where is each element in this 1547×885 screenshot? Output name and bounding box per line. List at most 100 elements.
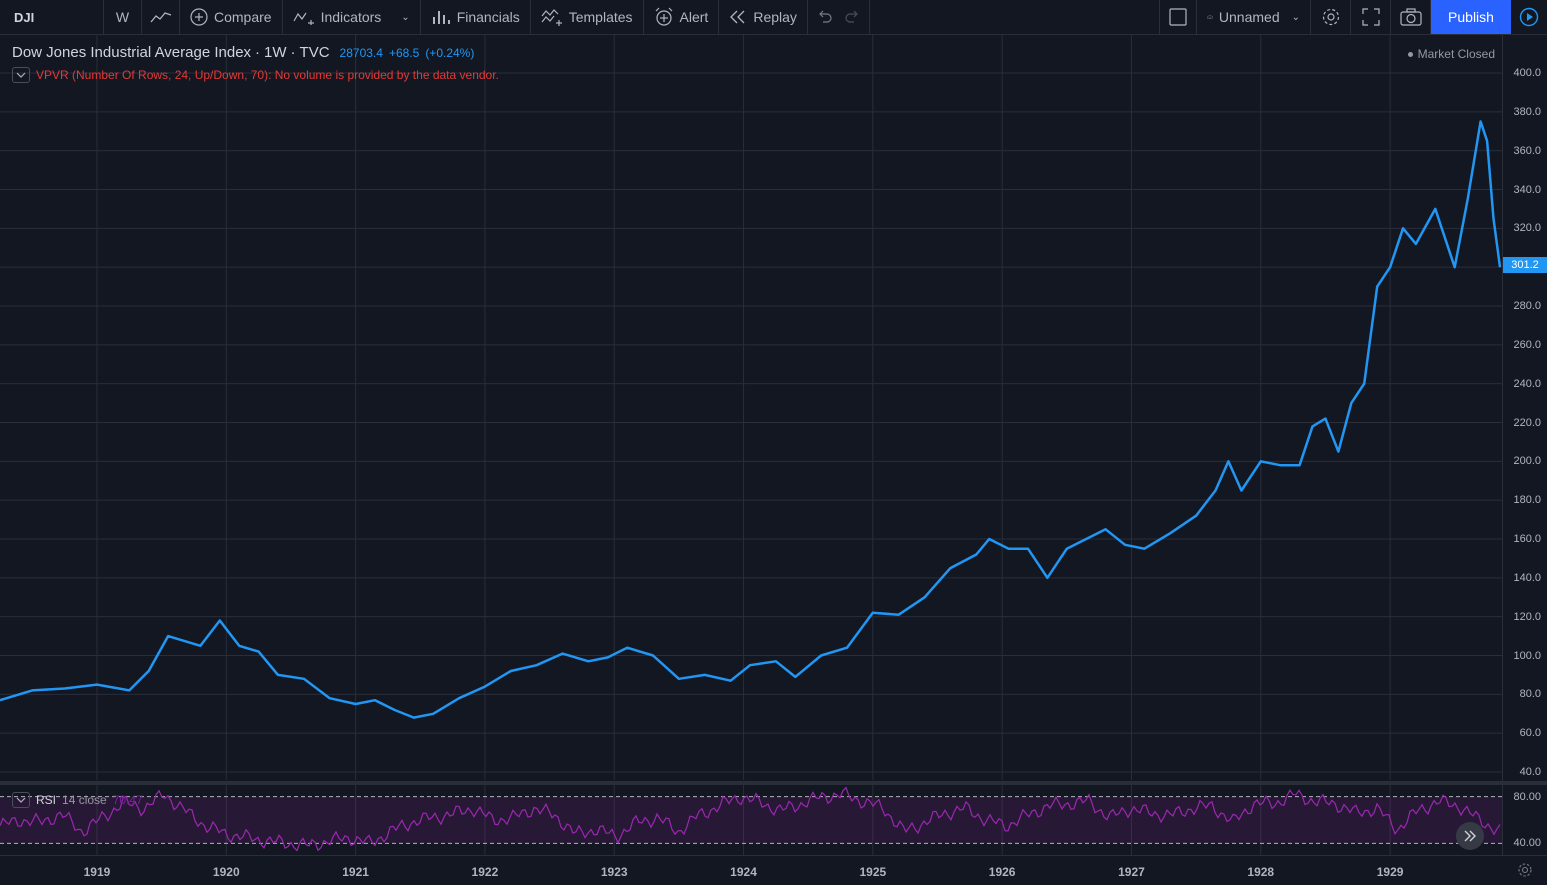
- gear-icon: [1518, 863, 1532, 877]
- scale-settings-button[interactable]: [1517, 862, 1533, 883]
- indicators-button[interactable]: Indicators ⌄: [283, 0, 421, 34]
- price-tick-label: 360.0: [1513, 144, 1541, 157]
- chart-type-button[interactable]: [142, 0, 180, 34]
- rsi-legend: RSI 14 close 70.47: [12, 792, 143, 808]
- fullscreen-icon: [1361, 8, 1380, 26]
- layout-name: Unnamed: [1218, 9, 1280, 25]
- alert-label: Alert: [679, 9, 709, 25]
- scroll-to-realtime-button[interactable]: [1456, 822, 1484, 850]
- chevron-down-icon: [16, 72, 26, 78]
- rewind-icon: [730, 10, 745, 24]
- line-chart-icon: [150, 12, 171, 23]
- price-tick-label: 40.0: [1519, 766, 1541, 778]
- time-tick-label: 1920: [212, 865, 240, 879]
- time-tick-label: 1929: [1376, 865, 1404, 879]
- time-tick-label: 1928: [1247, 865, 1275, 879]
- chevron-down-icon[interactable]: ⌄: [401, 11, 410, 23]
- legend-title: Dow Jones Industrial Average Index: [12, 44, 252, 61]
- last-price-label: 301.2: [1503, 256, 1547, 273]
- snapshot-button[interactable]: [1391, 0, 1431, 34]
- rsi-name: RSI: [36, 793, 57, 807]
- price-tick-label: 160.0: [1513, 533, 1541, 545]
- market-status-label: Market Closed: [1417, 47, 1495, 61]
- layout-button[interactable]: [1159, 0, 1197, 34]
- camera-icon: [1399, 8, 1422, 26]
- price-tick-label: 80.0: [1519, 688, 1541, 701]
- legend-interval: 1W: [264, 44, 287, 61]
- compare-label: Compare: [214, 9, 272, 25]
- replay-button[interactable]: Replay: [719, 0, 808, 34]
- time-axis[interactable]: 1919 1920 1921 1922 1923 1924 1925 1926 1927 1928…: [0, 855, 1547, 885]
- price-tick-label: 100.0: [1513, 649, 1541, 662]
- rsi-line: [0, 786, 1501, 852]
- play-button[interactable]: [1511, 0, 1547, 34]
- alert-button[interactable]: Alert: [644, 0, 720, 34]
- legend-change: +68.5: [388, 46, 420, 60]
- price-tick-label: 320.0: [1513, 222, 1541, 235]
- rsi-params: 14 close: [62, 793, 107, 807]
- replay-label: Replay: [753, 9, 797, 25]
- price-tick-label: 400.0: [1513, 67, 1541, 79]
- time-tick-label: 1922: [471, 865, 499, 879]
- vpvr-message: VPVR (Number Of Rows, 24, Up/Down, 70): …: [36, 68, 499, 82]
- symbol-legend: Dow Jones Industrial Average Index · 1W …: [12, 44, 474, 61]
- time-tick-label: 1926: [988, 865, 1016, 879]
- cloud-icon: [1207, 15, 1213, 19]
- price-tick-label: 180.0: [1513, 494, 1541, 507]
- legend-exchange: TVC: [299, 44, 330, 61]
- market-status: Market Closed: [1407, 47, 1495, 61]
- price-tick-label: 260.0: [1513, 338, 1541, 351]
- rsi-chart[interactable]: [0, 785, 1502, 855]
- time-tick-label: 1927: [1118, 865, 1145, 879]
- price-tick-label: 280.0: [1513, 300, 1541, 312]
- legend-dot: ·: [255, 44, 261, 61]
- price-grid: [0, 35, 1502, 780]
- play-icon: [1519, 7, 1539, 27]
- square-layout-icon: [1169, 8, 1187, 26]
- templates-icon: [541, 9, 562, 26]
- compare-button[interactable]: Compare: [180, 0, 283, 34]
- collapse-button[interactable]: [12, 792, 30, 808]
- vpvr-legend: VPVR (Number Of Rows, 24, Up/Down, 70): …: [12, 67, 499, 83]
- templates-label: Templates: [568, 9, 633, 25]
- financials-icon: [432, 11, 450, 24]
- save-layout-button[interactable]: Unnamed ⌄: [1197, 0, 1311, 34]
- top-toolbar: DJI W Compare Indicators ⌄ Financials Te…: [0, 0, 1547, 35]
- financials-button[interactable]: Financials: [421, 0, 531, 34]
- pane-separator[interactable]: [0, 781, 1547, 785]
- chevron-down-icon[interactable]: ⌄: [1291, 11, 1300, 23]
- fullscreen-button[interactable]: [1351, 0, 1391, 34]
- price-tick-label: 120.0: [1513, 610, 1541, 623]
- status-dot-icon: [1407, 51, 1413, 57]
- price-tick-label: 220.0: [1513, 416, 1541, 429]
- alarm-clock-icon: [655, 7, 672, 26]
- undo-redo-group: [808, 0, 870, 34]
- symbol-search[interactable]: DJI: [0, 0, 104, 34]
- undo-icon[interactable]: [817, 10, 833, 24]
- indicators-icon: [293, 12, 314, 25]
- legend-change-pct: (+0.24%): [425, 46, 475, 60]
- time-tick-label: 1923: [600, 865, 628, 879]
- toolbar-spacer: [870, 0, 1159, 34]
- price-tick-label: 240.0: [1513, 377, 1541, 390]
- templates-button[interactable]: Templates: [531, 0, 644, 34]
- redo-icon[interactable]: [844, 10, 860, 24]
- rsi-value: 70.47: [112, 793, 143, 807]
- time-tick-label: 1925: [859, 865, 887, 879]
- price-tick-label: 340.0: [1513, 183, 1541, 196]
- time-tick-label: 1921: [342, 865, 369, 879]
- gear-icon: [1322, 8, 1339, 26]
- price-scale[interactable]: 400.0380.0360.0340.0320.0300.0280.0260.0…: [1502, 35, 1547, 855]
- collapse-button[interactable]: [12, 67, 30, 83]
- price-chart[interactable]: [0, 35, 1502, 780]
- legend-last: 28703.4: [339, 46, 383, 60]
- financials-label: Financials: [456, 9, 520, 25]
- price-tick-label: 140.0: [1513, 571, 1541, 584]
- publish-button[interactable]: Publish: [1431, 0, 1511, 34]
- double-chevron-right-icon: [1464, 830, 1476, 842]
- settings-button[interactable]: [1311, 0, 1351, 34]
- legend-dot: ·: [290, 44, 296, 61]
- chevron-down-icon: [16, 797, 26, 803]
- interval-button[interactable]: W: [104, 0, 142, 34]
- price-line: [0, 120, 1502, 719]
